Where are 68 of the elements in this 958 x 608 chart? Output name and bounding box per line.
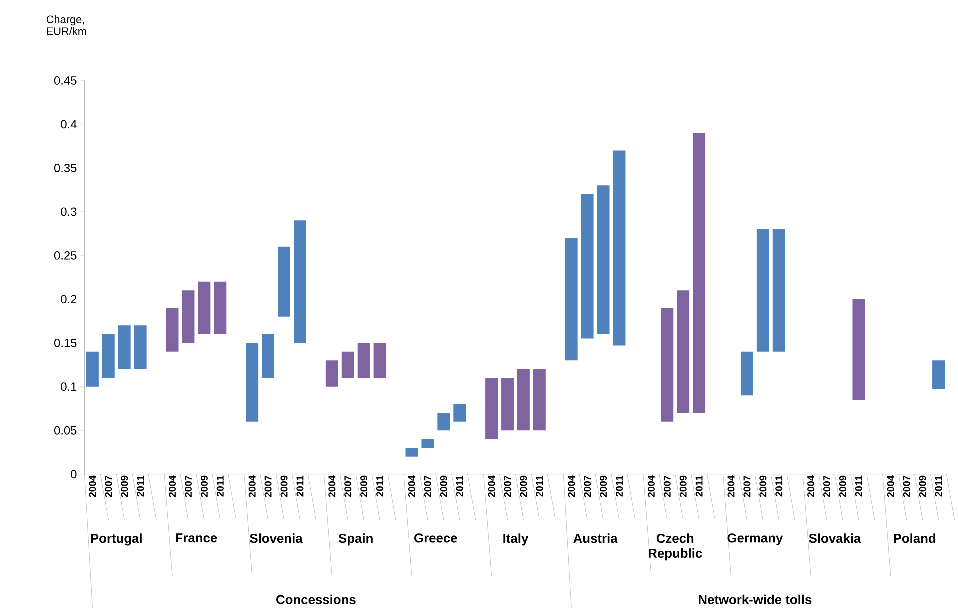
text: Poland: [894, 534, 936, 544]
x-tick-label: 2004: [808, 476, 815, 498]
y-tick-label: 0.2: [61, 295, 77, 304]
x-tick-label: 2007: [264, 476, 272, 498]
text: Germany: [728, 534, 784, 546]
text: Greece: [414, 534, 458, 543]
x-tick-label: 2009: [600, 476, 608, 498]
x-tick-label: 2007: [584, 476, 592, 498]
text: Czech Republic: [648, 534, 702, 561]
y-tick-label: 0.45: [54, 76, 77, 85]
x-tick-label: 2007: [504, 476, 512, 498]
x-tick-label: 2011: [137, 476, 144, 497]
y-tick-label: 0.35: [54, 164, 77, 172]
x-tick-label: 2009: [760, 476, 767, 498]
x-tick-label: 2004: [728, 476, 735, 498]
y-axis-title: Charge, EUR/km: [46, 15, 86, 36]
x-tick-label: 2004: [248, 476, 256, 498]
x-tick-label: 2011: [456, 476, 464, 497]
x-tick-label: 2007: [824, 476, 831, 498]
y-tick-label: 0.4: [61, 120, 77, 129]
x-tick-label: 2004: [648, 476, 655, 498]
y-tick-label: 0.3: [61, 208, 77, 216]
x-tick-label: 2004: [887, 476, 894, 498]
x-tick-label: 2011: [776, 476, 783, 497]
x-tick-label: 2009: [839, 476, 846, 498]
x-tick-label: 2007: [105, 476, 112, 498]
text: Italy: [504, 534, 529, 546]
y-tick-label: 0.25: [54, 251, 77, 260]
text: Network-wide tolls: [699, 594, 812, 604]
x-tick-label: 2007: [744, 476, 751, 498]
y-tick-label: 0.05: [54, 426, 77, 435]
x-tick-label: 2009: [919, 476, 926, 498]
x-tick-label: 2009: [121, 476, 128, 498]
x-tick-label: 2009: [440, 476, 448, 498]
x-tick-label: 2009: [280, 476, 288, 498]
y-tick-label: 0.15: [54, 338, 77, 348]
x-tick-label: 2009: [360, 476, 368, 498]
x-tick-label: 2011: [616, 476, 624, 497]
x-tick-label: 2011: [536, 476, 544, 497]
text: France: [176, 534, 218, 543]
x-tick-label: 2011: [855, 476, 862, 497]
x-tick-label: 2009: [200, 476, 208, 498]
text: Spain: [338, 534, 373, 546]
x-tick-label: 2007: [664, 476, 671, 498]
x-tick-label: 2011: [376, 476, 384, 497]
y-tick-label: 0: [71, 470, 77, 479]
text: Slovakia: [809, 534, 862, 544]
text: Concessions: [276, 594, 356, 604]
x-tick-label: 2011: [216, 476, 224, 497]
text: Portugal: [91, 534, 142, 546]
y-tick-label: 0.1: [61, 382, 77, 392]
x-tick-label: 2011: [696, 476, 703, 497]
x-tick-label: 2009: [680, 476, 687, 498]
x-tick-label: 2004: [328, 476, 336, 498]
x-tick-label: 2004: [488, 476, 496, 498]
x-tick-label: 2007: [184, 476, 192, 498]
x-tick-label: 2007: [424, 476, 432, 498]
x-tick-label: 2004: [89, 476, 96, 498]
x-tick-label: 2004: [408, 476, 416, 498]
x-tick-label: 2004: [568, 476, 576, 498]
text: Austria: [574, 534, 618, 544]
x-tick-label: 2007: [344, 476, 352, 498]
x-tick-label: 2004: [169, 476, 176, 498]
x-tick-label: 2009: [520, 476, 528, 498]
x-tick-label: 2011: [296, 476, 304, 497]
x-tick-label: 2007: [903, 476, 910, 498]
x-tick-label: 2011: [935, 476, 942, 497]
text: Slovenia: [250, 534, 303, 544]
